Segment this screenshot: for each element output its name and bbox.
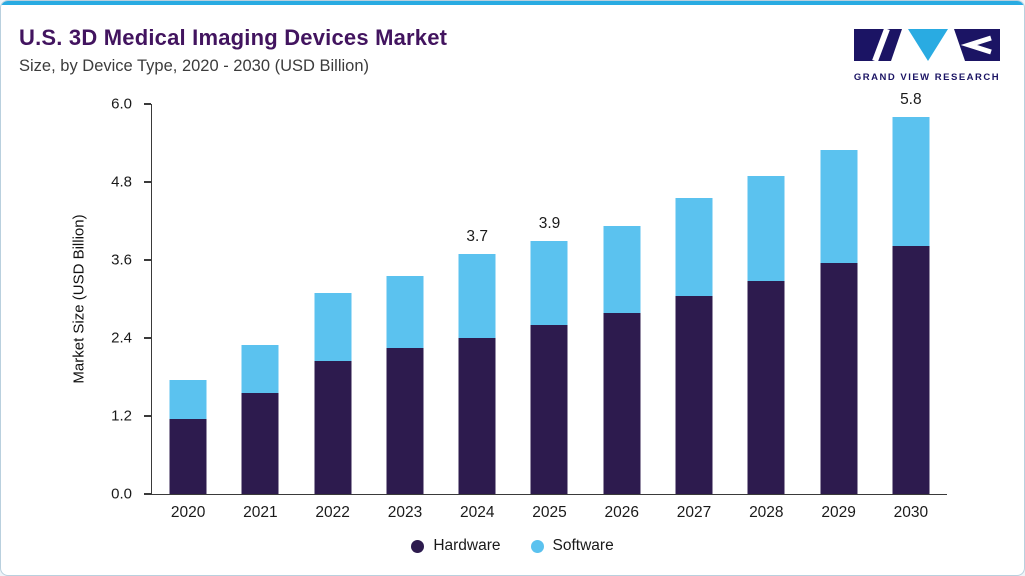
- x-tick-label: 2021: [243, 504, 278, 521]
- bar-segment-hardware-2029: [820, 263, 858, 494]
- stacked-bar-2029: [820, 149, 858, 494]
- x-tick-label: 2028: [749, 504, 784, 521]
- x-tick-label: 2029: [821, 504, 856, 521]
- logo-text: GRAND VIEW RESEARCH: [853, 72, 1001, 83]
- bar-value-label: 3.7: [466, 227, 488, 245]
- bar-group-2026: 2026: [586, 104, 658, 521]
- bar-group-2027: 2027: [658, 104, 730, 521]
- y-tick-mark: [144, 103, 151, 105]
- bar-segment-software-2027: [675, 198, 713, 296]
- bar-group-2021: 2021: [224, 104, 296, 521]
- bar-group-2022: 2022: [297, 104, 369, 521]
- stacked-bar-2028: [747, 175, 785, 494]
- legend: Hardware Software: [1, 537, 1024, 555]
- bar-segment-hardware-2024: [458, 338, 496, 494]
- legend-swatch-icon: [411, 539, 425, 553]
- y-tick-label: 1.2: [111, 407, 132, 425]
- bar-segment-software-2022: [314, 292, 352, 361]
- stacked-bar-2023: [386, 276, 424, 494]
- gvr-logo: GRAND VIEW RESEARCH: [852, 27, 1002, 83]
- y-tick-label: 6.0: [111, 95, 132, 113]
- stacked-bar-2027: [675, 198, 713, 494]
- stacked-bar-2020: [169, 380, 207, 494]
- x-tick-label: 2024: [459, 504, 495, 521]
- stacked-bar-2022: [314, 292, 352, 494]
- bar-segment-hardware-2025: [530, 325, 568, 494]
- x-tick-label: 2025: [532, 504, 567, 521]
- bar-segment-hardware-2026: [603, 313, 641, 494]
- stacked-bar-2024: [458, 253, 496, 494]
- bar-group-2023: 2023: [369, 104, 441, 521]
- bar-group-2028: 2028: [730, 104, 802, 521]
- y-axis-tick-labels: 0.0 1.2 2.4 3.6 4.8 6.0: [96, 96, 142, 503]
- y-tick-label: 2.4: [111, 329, 132, 347]
- top-accent-line: [1, 1, 1024, 5]
- y-tick-mark: [144, 493, 151, 495]
- x-tick-label: 2020: [170, 504, 206, 521]
- bar-segment-software-2025: [530, 240, 568, 325]
- stacked-bar-2030: [892, 117, 930, 494]
- bar-segment-hardware-2021: [241, 393, 279, 494]
- bar-segment-software-2021: [241, 344, 279, 394]
- y-tick-label: 4.8: [111, 173, 132, 191]
- bar-segment-software-2028: [747, 175, 785, 282]
- x-tick-label: 2026: [604, 504, 639, 521]
- x-tick-label: 2030: [893, 504, 929, 521]
- legend-swatch-icon: [530, 539, 544, 553]
- bar-segment-hardware-2023: [386, 347, 424, 494]
- bar-value-label: 5.8: [900, 91, 922, 108]
- y-tick-mark: [144, 181, 151, 183]
- x-tick-label: 2023: [387, 504, 423, 521]
- bar-segment-hardware-2030: [892, 245, 930, 494]
- y-tick-label: 3.6: [111, 251, 132, 269]
- x-tick-label: 2027: [676, 504, 712, 521]
- legend-item-software: Software: [530, 537, 614, 555]
- bar-segment-hardware-2028: [747, 281, 785, 494]
- stacked-bar-2021: [241, 344, 279, 494]
- stacked-bar-2026: [603, 225, 641, 494]
- x-tick-label: 2022: [315, 504, 350, 521]
- plot-area: 2020 2021 2022 2023 3.7 2024 3.9 2025 2026 2027 20…: [144, 91, 947, 521]
- bar-group-2025: 3.9 2025: [513, 104, 585, 521]
- stacked-bar-2025: [530, 240, 568, 494]
- bar-group-2020: 2020: [152, 104, 224, 521]
- y-axis-label: Market Size (USD Billion): [70, 214, 88, 384]
- bar-segment-software-2024: [458, 253, 496, 338]
- y-tick-mark: [144, 259, 151, 261]
- bar-group-2029: 2029: [802, 104, 874, 521]
- legend-item-hardware: Hardware: [411, 537, 501, 555]
- page-title: U.S. 3D Medical Imaging Devices Market: [19, 25, 448, 50]
- page-subtitle: Size, by Device Type, 2020 - 2030 (USD B…: [19, 57, 370, 75]
- y-tick-mark: [144, 337, 151, 339]
- gvr-logo-mark-icon: [854, 27, 1000, 63]
- bar-segment-software-2026: [603, 225, 641, 314]
- bar-group-2024: 3.7 2024: [441, 104, 513, 521]
- y-tick-label: 0.0: [111, 485, 132, 503]
- bar-segment-software-2020: [169, 380, 207, 420]
- bar-value-label: 3.9: [538, 214, 561, 232]
- legend-label: Software: [552, 537, 614, 554]
- bar-group-2030: 5.8 2030: [875, 91, 947, 521]
- bar-segment-hardware-2022: [314, 360, 352, 494]
- bar-segment-software-2029: [820, 149, 858, 264]
- bar-segment-hardware-2027: [675, 295, 713, 494]
- legend-label: Hardware: [433, 537, 501, 554]
- bar-segment-software-2023: [386, 276, 424, 348]
- y-tick-mark: [144, 415, 151, 417]
- bar-segment-hardware-2020: [169, 419, 207, 494]
- bar-segment-software-2030: [892, 117, 930, 246]
